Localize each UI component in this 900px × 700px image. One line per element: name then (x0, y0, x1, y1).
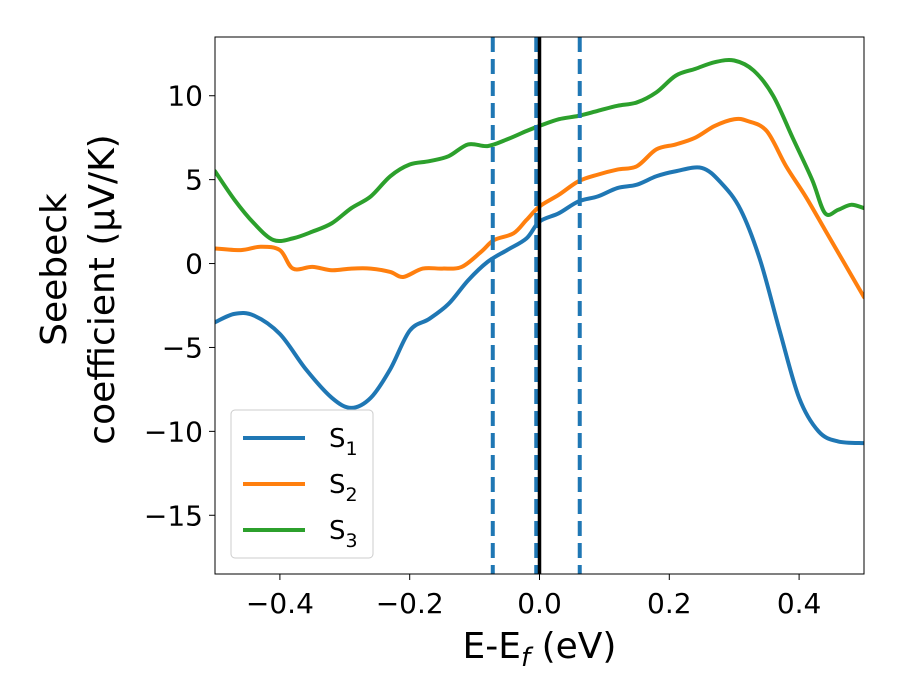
y-axis-title-line-2: coefficient (μV/K) (82, 134, 123, 444)
y-tick-label: 10 (167, 80, 203, 113)
x-axis-title: E-Ef (eV) (463, 626, 617, 673)
x-tick-label: −0.4 (246, 587, 314, 620)
plot-area (215, 37, 864, 574)
axis-ticks: −0.4 −0.2 0.0 0.2 0.4 −15 −10 −5 0 5 10 (144, 80, 821, 620)
series-line-s3 (215, 57, 864, 244)
x-tick-label: 0.2 (647, 587, 692, 620)
axis-titles: E-Ef (eV) Seebeck coefficient (μV/K) (34, 134, 616, 673)
x-tick-label: 0.0 (517, 587, 562, 620)
y-tick-label: −5 (162, 331, 203, 364)
y-tick-label: −10 (144, 415, 203, 448)
y-tick-label: 5 (185, 164, 203, 197)
y-tick-label: −15 (144, 499, 203, 532)
y-axis-title-line-1: Seebeck (34, 193, 75, 346)
x-tick-label: −0.2 (376, 587, 444, 620)
x-tick-label: 0.4 (777, 587, 822, 620)
y-tick-label: 0 (185, 248, 203, 281)
series-line-s2 (215, 116, 864, 300)
